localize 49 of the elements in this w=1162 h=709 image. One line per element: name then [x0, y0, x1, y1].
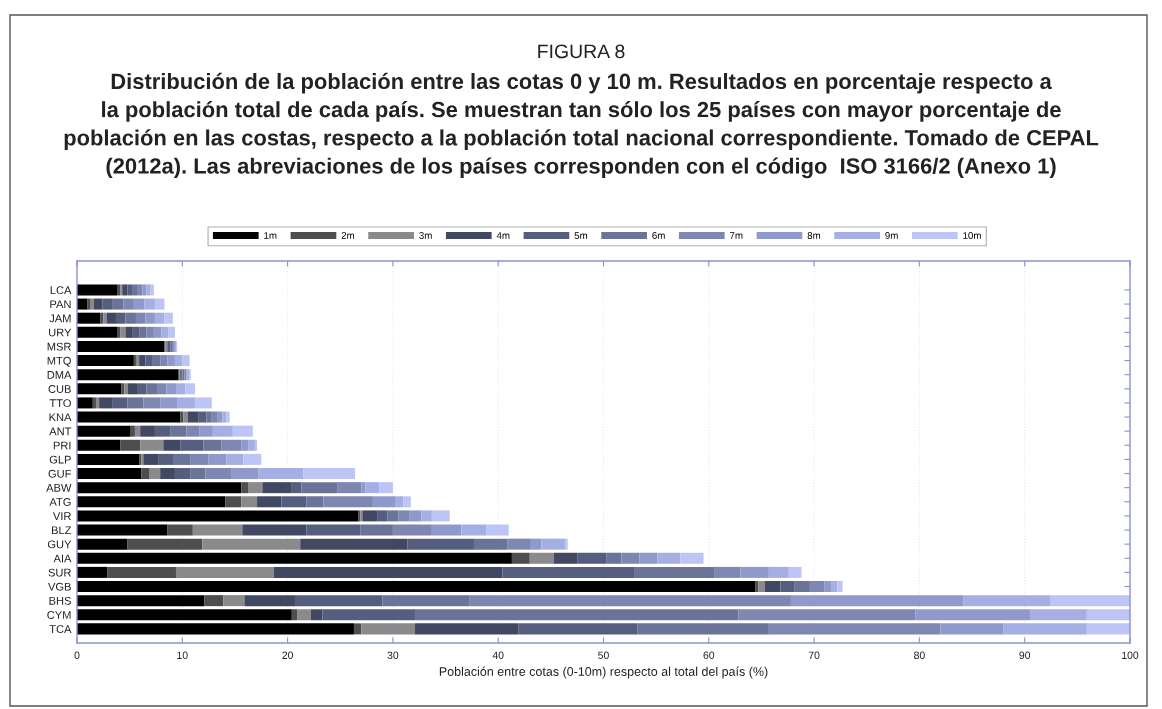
- y-tick-label: ATG: [49, 498, 71, 506]
- legend-label: 7m: [730, 232, 743, 239]
- y-tick-label: TTO: [49, 399, 71, 408]
- y-tick-label: ABW: [46, 484, 72, 492]
- y-tick-label: BLZ: [51, 526, 72, 535]
- x-tick-label: 20: [282, 651, 293, 659]
- y-tick-label: URY: [49, 328, 72, 337]
- legend-label: 3m: [419, 232, 432, 239]
- x-tick-label: 90: [1019, 651, 1031, 659]
- x-tick-label: 30: [387, 651, 399, 659]
- x-axis-title: Población entre cotas (0-10m) respecto al total del país (%): [439, 666, 768, 679]
- x-tick-label: 40: [492, 651, 504, 659]
- y-tick-label: KNA: [49, 413, 72, 422]
- x-tick-label: 70: [808, 651, 820, 659]
- y-tick-label: CYM: [47, 611, 71, 619]
- y-tick-label: GLP: [49, 455, 71, 464]
- y-tick-label: JAM: [49, 314, 71, 323]
- y-tick-label: CUB: [48, 385, 71, 393]
- x-tick-label: 10: [177, 651, 188, 659]
- legend-label: 6m: [652, 232, 665, 239]
- x-tick-label: 50: [598, 651, 609, 659]
- y-tick-label: TCA: [49, 625, 72, 634]
- legend-label: 5m: [574, 232, 588, 239]
- y-tick-label: GUY: [47, 540, 72, 549]
- y-tick-label: SUR: [48, 568, 71, 577]
- chart-title: FIGURA 8: [538, 44, 625, 59]
- y-tick-label: DMA: [47, 371, 72, 379]
- y-tick-label: AIA: [53, 554, 72, 563]
- chart-subtitle: Distribución de la población entre las cotas 0 y 10 m. Resultados en porcentaje respecto a la población total de cada país. Se muestran tan sólo los 25 países con mayor porcentaje de población en las costas, respecto a la población total nacional correspondiente. Tomado de CEPAL (2012a). Las abreviaciones de los países corresponden con el código ISO 3166/2 (Anexo 1): [64, 72, 1099, 179]
- y-tick-label: MTQ: [47, 356, 71, 367]
- legend-label: 4m: [496, 232, 510, 239]
- y-tick-label: ANT: [49, 427, 72, 436]
- legend-label: 1m: [264, 232, 277, 239]
- x-tick-label: 60: [703, 651, 715, 659]
- y-tick-label: LCA: [50, 286, 72, 295]
- y-tick-label: PAN: [50, 300, 71, 309]
- y-tick-label: GUF: [48, 469, 71, 478]
- x-tick-label: 80: [914, 651, 925, 659]
- legend-label: 2m: [341, 232, 355, 239]
- y-tick-label: PRI: [53, 441, 71, 450]
- legend-label: 10m: [963, 232, 981, 239]
- y-tick-label: VGB: [48, 582, 71, 591]
- x-tick-label: 100: [1122, 651, 1139, 659]
- legend-label: 8m: [807, 232, 821, 239]
- x-tick-label: 0: [74, 651, 80, 659]
- y-tick-label: MSR: [47, 342, 71, 351]
- y-tick-label: BHS: [49, 596, 71, 605]
- legend-label: 9m: [885, 232, 898, 239]
- y-tick-label: VIR: [52, 512, 71, 520]
